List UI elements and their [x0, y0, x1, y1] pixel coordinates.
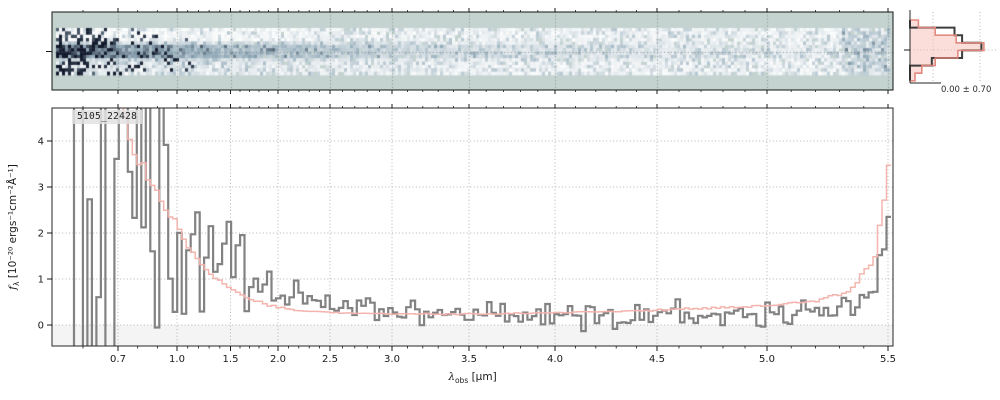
- below-zero-shade: [52, 325, 893, 346]
- spec2d-image: [52, 12, 893, 90]
- x-tick-label: 5.5: [880, 354, 896, 365]
- x-axis-label: λobs [μm]: [52, 371, 893, 385]
- y-axis-unit: [10⁻²⁰ ergs⁻¹cm⁻²Å⁻¹]: [6, 164, 19, 282]
- x-tick-label: 1.0: [169, 354, 185, 365]
- x-tick-label: 2.0: [270, 354, 286, 365]
- x-axis-symbol: λ: [448, 371, 455, 383]
- y-tick-label: 2: [38, 229, 44, 240]
- y-axis-symbol: f: [6, 285, 19, 290]
- y-axis-subscript: λ: [12, 281, 22, 286]
- x-axis-subscript: obs: [454, 376, 469, 386]
- x-tick-label: 4.0: [547, 354, 563, 365]
- object-id-label: 5105_22428: [72, 110, 143, 124]
- x-tick-label: 1.5: [223, 354, 239, 365]
- y-tick-label: 0: [38, 321, 44, 332]
- x-tick-label: 3.5: [461, 354, 477, 365]
- err-histogram-outline: [910, 19, 985, 82]
- x-tick-label: 0.7: [110, 354, 126, 365]
- flux-step-line: [72, 108, 891, 346]
- err-histogram-fill: [910, 20, 984, 81]
- error-step-line: [122, 108, 891, 316]
- y-tick-label: 4: [38, 137, 44, 148]
- x-tick-label: 4.5: [649, 354, 665, 365]
- plot1d-spines: [51, 107, 894, 347]
- y-axis-label: fλ [10⁻²⁰ ergs⁻¹cm⁻²Å⁻¹]: [7, 164, 21, 290]
- histogram-stat-label: 0.00 ± 0.70: [941, 85, 992, 95]
- y-tick-label: 1: [38, 275, 44, 286]
- y-tick-label: 3: [38, 183, 44, 194]
- x-tick-label: 3.0: [384, 354, 400, 365]
- x-axis-unit: [μm]: [468, 371, 497, 383]
- x-tick-label: 5.0: [759, 354, 775, 365]
- x-tick-label: 2.5: [322, 354, 338, 365]
- plot2d-border: [51, 11, 894, 91]
